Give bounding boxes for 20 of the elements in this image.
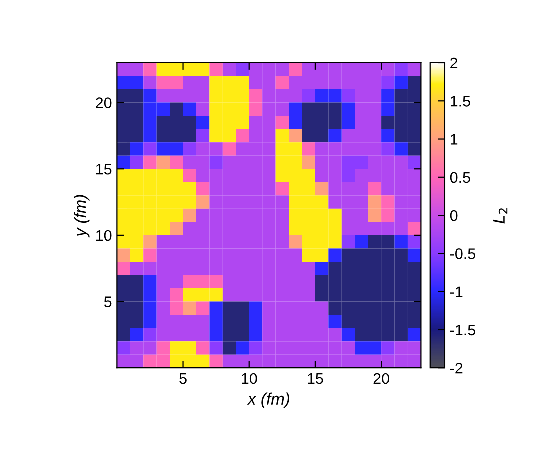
x-tick-label: 20 — [374, 373, 390, 384]
x-axis-title: x (fm) — [247, 392, 290, 408]
color-bar-label: 0.5 — [450, 172, 470, 184]
y-tick-label: 20 — [96, 98, 112, 108]
x-tick-label: 10 — [242, 373, 258, 384]
color-bar-label: -1 — [450, 286, 463, 298]
y-tick-label: 10 — [96, 230, 112, 242]
color-bar-label: -0.5 — [450, 248, 476, 260]
y-tick-label: 15 — [96, 164, 112, 175]
color-bar-label: -2 — [450, 362, 463, 374]
color-bar-label: 2 — [450, 58, 458, 69]
color-bar-title: L$_{2}$ — [493, 208, 508, 224]
color-bar-label: -1.5 — [450, 324, 476, 336]
color-bar-label: 1 — [450, 134, 458, 145]
y-axis-title: y (fm) — [74, 195, 90, 238]
x-tick-label: 5 — [180, 374, 187, 384]
y-tick-label: 5 — [104, 296, 112, 308]
color-bar-label: 1.5 — [450, 96, 470, 107]
color-bar-label: 0 — [450, 210, 458, 222]
x-tick-label: 15 — [308, 374, 324, 384]
